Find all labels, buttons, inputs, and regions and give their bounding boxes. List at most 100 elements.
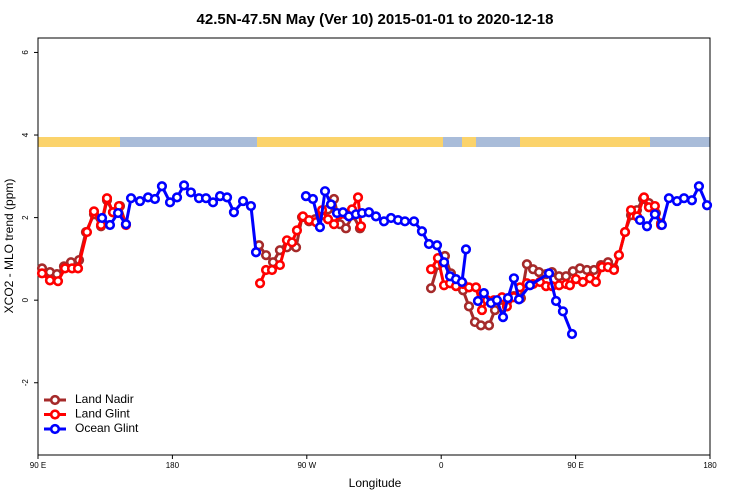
data-point: [408, 216, 420, 227]
data-point: [134, 195, 146, 207]
data-point: [641, 221, 653, 232]
data-point: [185, 187, 197, 198]
data-point: [72, 263, 84, 274]
legend-marker: [49, 409, 61, 420]
data-point: [200, 193, 212, 204]
x-tick-label: 90 E: [30, 461, 46, 470]
data-point: [619, 226, 631, 238]
data-point: [543, 268, 555, 279]
data-point: [476, 304, 488, 316]
data-point: [497, 312, 509, 323]
data-point: [291, 225, 303, 236]
land-band: [520, 137, 650, 147]
data-point: [355, 221, 367, 232]
data-point: [260, 250, 272, 261]
x-tick-label: 180: [166, 461, 180, 470]
data-point: [44, 275, 56, 286]
data-point: [649, 209, 660, 220]
data-point: [483, 320, 495, 331]
data-point: [274, 259, 286, 271]
data-point: [319, 186, 331, 197]
data-point: [307, 193, 319, 205]
data-point: [425, 283, 437, 294]
x-tick-label: 90 W: [297, 461, 316, 470]
data-point: [171, 192, 183, 203]
data-point: [513, 294, 525, 305]
legend-marker: [49, 423, 61, 435]
data-point: [266, 264, 278, 276]
data-point: [590, 276, 602, 288]
data-point: [286, 237, 298, 248]
data-point: [521, 259, 533, 270]
data-point: [472, 295, 484, 307]
data-point: [478, 288, 490, 299]
data-point: [36, 268, 48, 279]
y-tick-label: -2: [21, 379, 30, 387]
legend-marker: [49, 394, 61, 406]
data-point: [649, 200, 660, 212]
data-point: [438, 257, 450, 268]
data-point: [566, 328, 578, 340]
data-point: [149, 193, 161, 205]
data-point: [96, 212, 108, 224]
data-point: [431, 240, 443, 251]
data-point: [120, 219, 132, 230]
data-point: [613, 250, 625, 261]
data-point: [156, 181, 168, 192]
data-point: [564, 280, 576, 291]
x-tick-label: 0: [439, 461, 444, 470]
data-point: [325, 199, 337, 210]
data-point: [52, 276, 64, 287]
data-point: [228, 207, 240, 218]
data-point: [112, 207, 124, 219]
y-axis-label: XCO2 - MLO trend (ppm): [2, 179, 16, 314]
data-point: [656, 219, 668, 231]
y-tick-label: 0: [21, 297, 30, 302]
data-point: [237, 195, 249, 207]
data-point: [314, 221, 326, 233]
y-tick-label: 4: [21, 132, 30, 137]
land-band: [38, 137, 120, 147]
legend-label: Land Glint: [75, 407, 130, 421]
data-point: [221, 192, 233, 203]
data-point: [502, 293, 514, 304]
data-point: [425, 264, 437, 275]
data-point: [460, 244, 472, 255]
chart-title: 42.5N-47.5N May (Ver 10) 2015-01-01 to 2…: [197, 11, 554, 28]
data-point: [363, 207, 375, 218]
data-point: [557, 306, 569, 317]
data-point: [456, 276, 468, 288]
data-point: [634, 214, 646, 226]
data-point: [207, 197, 219, 208]
data-point: [638, 192, 650, 203]
plot-frame: [37, 37, 711, 456]
x-tick-label: 180: [703, 461, 717, 470]
data-point: [693, 181, 705, 192]
land-band: [462, 137, 476, 147]
data-point: [508, 273, 520, 284]
data-point: [701, 200, 713, 211]
data-point: [608, 264, 620, 276]
data-point: [164, 197, 176, 208]
data-point: [524, 280, 536, 291]
data-point: [104, 219, 116, 231]
data-point: [463, 301, 475, 312]
y-tick-label: 2: [21, 215, 30, 220]
data-point: [423, 238, 435, 250]
data-point: [625, 205, 637, 216]
data-point: [416, 226, 428, 237]
data-point: [81, 226, 93, 238]
x-axis-label: Longitude: [349, 476, 402, 490]
data-point: [101, 193, 113, 204]
y-tick-label: 6: [21, 50, 30, 55]
data-point: [663, 193, 675, 204]
data-point: [178, 180, 190, 191]
legend-label: Land Nadir: [75, 392, 134, 406]
data-point: [370, 211, 382, 222]
legend-label: Ocean Glint: [75, 421, 139, 435]
data-point: [475, 320, 487, 331]
data-point: [352, 192, 364, 203]
